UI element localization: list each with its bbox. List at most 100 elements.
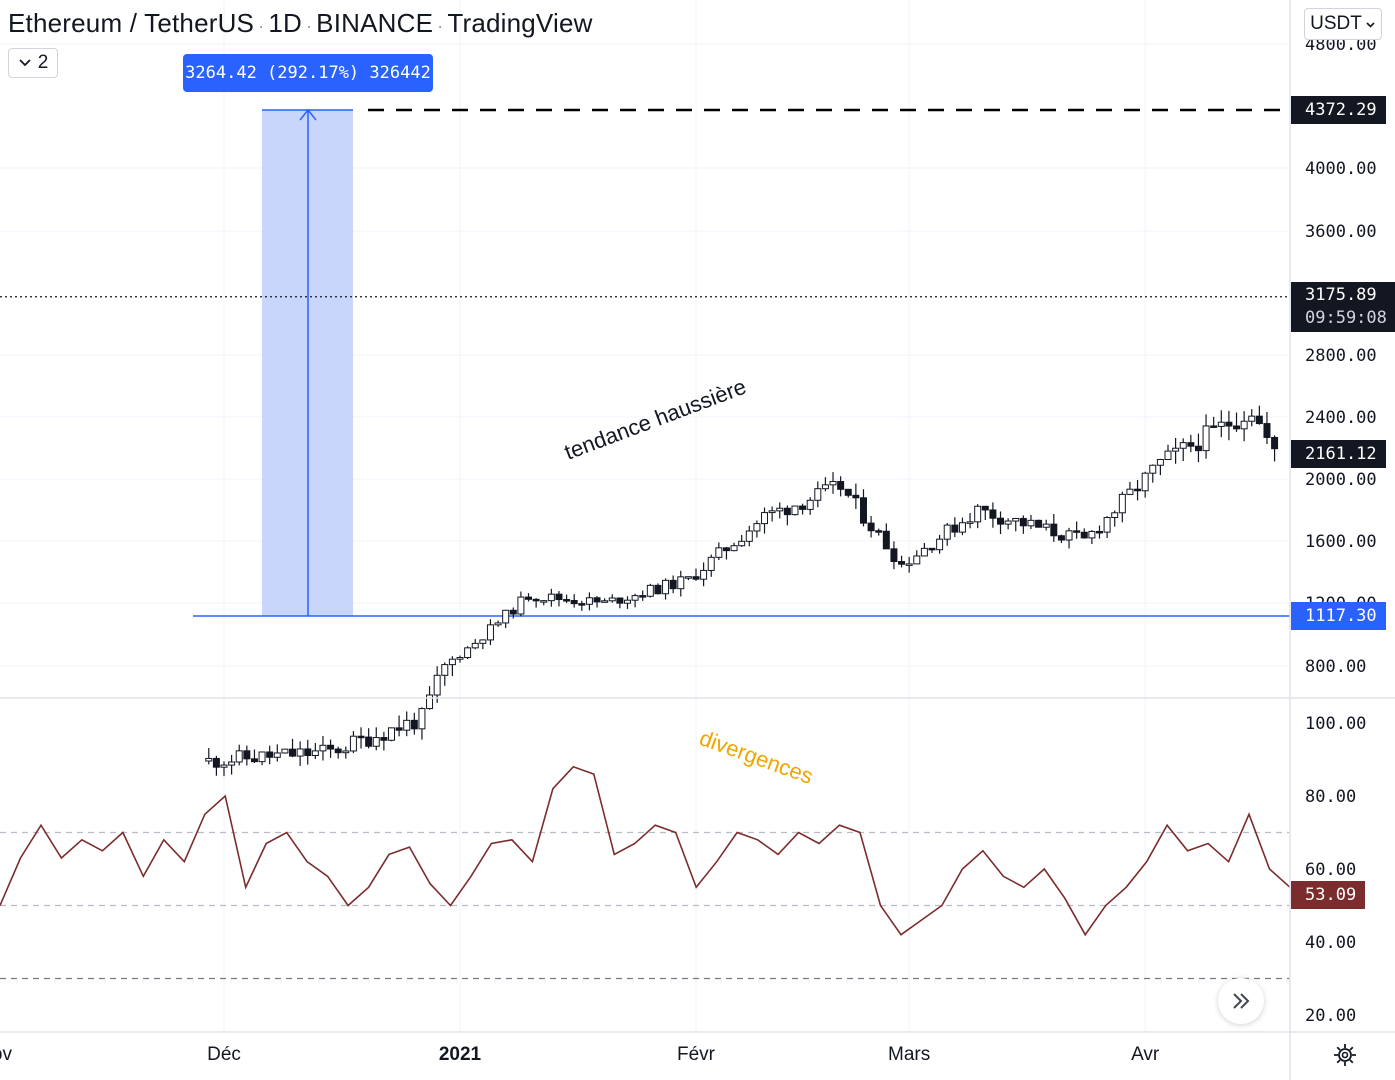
candle-body — [319, 744, 327, 752]
candle-body — [768, 510, 776, 514]
candle-body — [1012, 517, 1020, 522]
price-tick-label: 800.00 — [1305, 657, 1366, 677]
bar-countdown: 09:59:08 — [1305, 308, 1387, 328]
time-tick-label: Févr — [677, 1044, 716, 1065]
rsi-tick-label: 60.00 — [1305, 860, 1356, 880]
candle-body — [342, 750, 350, 754]
candle-body — [631, 595, 639, 601]
candle-body — [547, 593, 555, 602]
candle-body — [380, 737, 388, 741]
candle-body — [905, 563, 913, 566]
candle-body — [494, 622, 502, 626]
candle-body — [837, 481, 845, 490]
rsi-divergence-line — [582, 716, 918, 837]
candle-body — [1164, 450, 1172, 461]
candle-body — [875, 530, 883, 533]
candle-body — [289, 748, 297, 757]
candle-body — [1240, 420, 1248, 430]
candle-body — [509, 609, 517, 615]
candle-body — [1019, 517, 1027, 527]
candle-body — [920, 547, 928, 557]
candle-body — [1217, 421, 1225, 427]
candle-body — [753, 523, 761, 532]
price-tick-label: 3600.00 — [1305, 222, 1377, 242]
candle-body — [913, 555, 921, 565]
measure-tool[interactable] — [262, 108, 353, 617]
candle-body — [1050, 523, 1058, 537]
candle-body — [1134, 488, 1142, 492]
candle-body — [806, 499, 814, 510]
candle-body — [707, 556, 715, 571]
rsi-value-tag: 53.09 — [1291, 881, 1366, 909]
candle-body — [783, 507, 791, 516]
candle-body — [852, 494, 860, 499]
currency-select[interactable]: USDT — [1304, 8, 1382, 40]
candle-body — [578, 603, 586, 606]
rsi-pane — [0, 765, 1291, 980]
candle-body — [669, 579, 677, 590]
measure-label: 3264.42 (292.17%) 326442 — [183, 54, 433, 92]
candle-body — [623, 599, 631, 604]
scroll-to-realtime-button[interactable] — [1218, 978, 1264, 1024]
candle-body — [639, 595, 647, 598]
candle-body — [228, 761, 236, 766]
price-tick-label: 4000.00 — [1305, 159, 1377, 179]
candle-body — [266, 751, 274, 758]
candle-body — [898, 561, 906, 565]
candle-body — [1057, 535, 1065, 541]
candle-body — [517, 596, 525, 615]
platform: TradingView — [447, 8, 593, 38]
candle-body — [1141, 472, 1149, 492]
candle-body — [761, 512, 769, 525]
candle-body — [1080, 531, 1088, 539]
symbol-name: Ethereum / TetherUS — [8, 8, 255, 38]
candle-body — [479, 639, 487, 644]
candle-body — [1233, 425, 1241, 430]
candle-body — [1255, 415, 1263, 425]
candle-body — [327, 744, 335, 750]
candle-body — [662, 579, 670, 595]
target-price-tag: 4372.29 — [1291, 96, 1386, 124]
rsi-divergence-arrow-head — [903, 827, 918, 841]
candle-body — [1088, 530, 1096, 539]
candle-body — [387, 727, 395, 741]
candle-body — [844, 488, 852, 496]
candle-body — [928, 547, 936, 551]
candle-body — [555, 593, 563, 601]
candle-body — [273, 752, 281, 758]
candle-body — [456, 657, 464, 660]
candle-body — [1202, 425, 1210, 452]
candle-body — [486, 624, 494, 641]
divergence-label[interactable]: divergences — [696, 725, 816, 789]
candle-body — [205, 757, 213, 762]
collapse-indicators-button[interactable]: 2 — [8, 48, 58, 78]
trend-arrow-head — [1190, 226, 1207, 242]
rsi-line — [0, 765, 1291, 937]
trend-label[interactable]: tendance haussière — [561, 374, 750, 465]
candle-body — [1172, 447, 1180, 452]
candle-body — [1187, 442, 1195, 447]
candle-body — [426, 694, 434, 710]
candle-body — [700, 569, 708, 580]
candle-body — [1263, 423, 1271, 438]
candle-body — [1225, 421, 1233, 427]
candle-body — [958, 522, 966, 533]
candle-body — [730, 545, 738, 552]
collapse-count: 2 — [37, 52, 49, 73]
candle-body — [311, 750, 319, 756]
candle-body — [1194, 445, 1202, 452]
candle-body — [974, 505, 982, 523]
candle-body — [585, 597, 593, 605]
candle-body — [250, 758, 258, 763]
candle-body — [966, 521, 974, 524]
candle-body — [570, 599, 578, 605]
interval: 1D — [268, 8, 302, 38]
candle-body — [441, 664, 449, 676]
chart-settings-button[interactable] — [1330, 1040, 1360, 1070]
candle-body — [1111, 512, 1119, 519]
candle-body — [525, 596, 533, 600]
time-tick-label: ov — [0, 1044, 12, 1065]
candle-body — [1035, 519, 1043, 528]
candle-body — [243, 750, 251, 760]
